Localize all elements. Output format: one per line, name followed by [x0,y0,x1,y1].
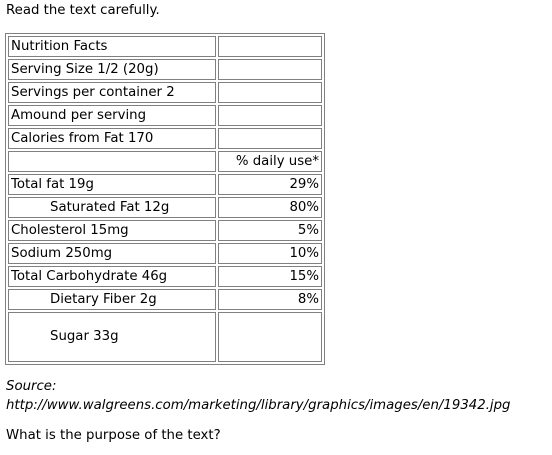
table-row: Dietary Fiber 2g 8% [8,289,322,310]
daily-value-header: % daily use* [218,151,322,172]
nutrient-label: Total fat 19g [8,174,216,195]
nutrient-label: Total Carbohydrate 46g [8,266,216,287]
source-citation: Source: http://www.walgreens.com/marketi… [6,377,511,415]
nutrition-facts-table: Nutrition Facts Serving Size 1/2 (20g) S… [5,33,325,365]
table-row: Servings per container 2 [8,82,322,103]
nutrient-label: Sodium 250mg [8,243,216,264]
question-text: What is the purpose of the text? [6,428,221,443]
nutrient-label: Dietary Fiber 2g [8,289,216,310]
daily-value [218,82,322,103]
table-row: Total Carbohydrate 46g 15% [8,266,322,287]
daily-value: 29% [218,174,322,195]
daily-value: 10% [218,243,322,264]
nutrient-label: Saturated Fat 12g [8,197,216,218]
nutrient-label: Nutrition Facts [8,36,216,57]
table-row: Amound per serving [8,105,322,126]
nutrient-label: Servings per container 2 [8,82,216,103]
nutrient-label: Sugar 33g [8,312,216,362]
daily-value: 80% [218,197,322,218]
nutrient-label [8,151,216,172]
daily-value: 8% [218,289,322,310]
daily-value [218,312,322,362]
nutrient-label: Cholesterol 15mg [8,220,216,241]
table-row: Serving Size 1/2 (20g) [8,59,322,80]
daily-value [218,128,322,149]
source-url: http://www.walgreens.com/marketing/libra… [6,398,511,413]
table-row: Cholesterol 15mg 5% [8,220,322,241]
nutrient-label: Amound per serving [8,105,216,126]
nutrient-label: Serving Size 1/2 (20g) [8,59,216,80]
table-row: Total fat 19g 29% [8,174,322,195]
table-row: Saturated Fat 12g 80% [8,197,322,218]
table-row: Sugar 33g [8,312,322,362]
table-row: Sodium 250mg 10% [8,243,322,264]
instruction-text: Read the text carefully. [6,3,160,18]
daily-value: 5% [218,220,322,241]
table-row: Nutrition Facts [8,36,322,57]
daily-value [218,105,322,126]
nutrient-label: Calories from Fat 170 [8,128,216,149]
table-header-row: % daily use* [8,151,322,172]
source-label: Source: [6,379,57,394]
daily-value: 15% [218,266,322,287]
table-row: Calories from Fat 170 [8,128,322,149]
daily-value [218,59,322,80]
daily-value [218,36,322,57]
